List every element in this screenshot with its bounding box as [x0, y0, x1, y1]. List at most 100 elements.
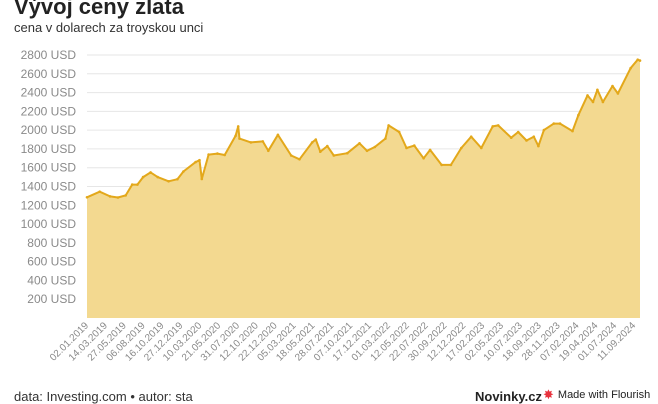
data-point: [596, 88, 599, 92]
data-point: [326, 144, 329, 148]
area-layer: [85, 58, 642, 318]
data-point: [449, 163, 453, 167]
page-title: Vývoj ceny zlata: [14, 0, 184, 19]
data-point: [141, 175, 145, 179]
source-label: data: Investing.com: [14, 389, 127, 404]
data-point: [198, 158, 201, 162]
data-point: [194, 160, 197, 164]
data-point: [571, 129, 574, 133]
y-tick-label: 2800 USD: [21, 48, 77, 62]
data-point: [516, 130, 520, 134]
data-point: [182, 170, 185, 173]
data-point: [276, 133, 280, 137]
data-point: [525, 139, 528, 142]
data-point: [591, 100, 595, 104]
data-point: [167, 180, 170, 183]
data-point: [405, 146, 408, 150]
data-point: [577, 113, 580, 117]
data-point: [440, 163, 443, 167]
data-point: [542, 128, 546, 132]
data-point: [365, 149, 369, 153]
data-point: [509, 136, 513, 139]
data-point: [108, 195, 112, 198]
data-point: [85, 196, 89, 199]
series-area: [87, 59, 640, 318]
data-point: [98, 190, 101, 193]
data-point: [480, 146, 483, 150]
data-point: [636, 58, 639, 61]
y-tick-label: 600 USD: [27, 255, 76, 269]
y-tick-label: 2000 USD: [21, 123, 77, 137]
data-point: [601, 100, 605, 104]
data-point: [156, 175, 159, 179]
series-line: [86, 58, 641, 199]
page-subtitle: cena v dolarech za troyskou unci: [14, 20, 204, 35]
data-point: [130, 183, 134, 186]
data-point: [314, 138, 318, 141]
y-tick-label: 2600 USD: [21, 67, 77, 81]
footer-credits: data: Investing.com • autor: sta: [14, 389, 193, 404]
data-point: [149, 171, 152, 174]
y-tick-labels: 200 USD 400 USD 600 USD 800 USD 1000 USD 1200…: [21, 48, 77, 306]
data-point: [200, 177, 204, 181]
data-point: [373, 145, 377, 149]
data-point: [238, 137, 241, 140]
y-tick-label: 1000 USD: [21, 217, 77, 231]
data-point: [358, 142, 361, 145]
data-point: [234, 134, 237, 138]
data-point: [413, 144, 416, 147]
data-point: [236, 125, 240, 128]
data-point: [136, 183, 139, 186]
data-point: [586, 94, 589, 97]
data-point: [176, 177, 179, 181]
y-tick-label: 2400 USD: [21, 86, 77, 100]
data-point: [460, 146, 463, 150]
y-tick-label: 400 USD: [27, 273, 76, 287]
data-point: [387, 124, 390, 127]
data-point: [223, 153, 226, 157]
y-tick-label: 1400 USD: [21, 180, 77, 194]
data-point: [267, 149, 270, 153]
data-point: [346, 151, 349, 155]
y-tick-label: 1800 USD: [21, 142, 77, 156]
data-point: [496, 124, 500, 127]
data-point: [537, 144, 540, 148]
data-point: [422, 157, 425, 160]
author-label: autor: sta: [138, 389, 193, 404]
data-point: [491, 125, 495, 128]
flourish-credit[interactable]: ✸ Made with Flourish: [543, 388, 650, 401]
data-point: [289, 154, 293, 157]
y-tick-label: 800 USD: [27, 236, 76, 250]
data-point: [332, 154, 336, 157]
data-point: [116, 196, 120, 199]
x-tick-labels: 02.01.201914.03.201927.05.201906.08.2019…: [48, 320, 638, 363]
data-point: [124, 194, 127, 197]
flourish-label: Made with Flourish: [557, 388, 651, 401]
data-point: [261, 140, 265, 143]
data-point: [319, 150, 322, 153]
data-point: [469, 135, 473, 138]
data-point: [532, 135, 536, 138]
data-point: [384, 137, 387, 140]
data-point: [552, 122, 556, 125]
data-point: [428, 148, 432, 152]
y-tick-label: 1200 USD: [21, 198, 77, 212]
y-tick-label: 200 USD: [27, 292, 76, 306]
data-point: [558, 122, 562, 125]
data-point: [310, 141, 314, 144]
data-point: [638, 59, 642, 62]
data-point: [611, 84, 614, 88]
data-point: [216, 152, 219, 155]
data-point: [298, 158, 301, 161]
data-point: [616, 92, 620, 95]
data-point: [249, 141, 253, 144]
y-tick-label: 1600 USD: [21, 161, 77, 175]
footer-separator: •: [130, 389, 135, 404]
flourish-star-icon: ✸: [543, 387, 554, 402]
data-point: [397, 130, 401, 134]
brand-logo[interactable]: Novinky.cz: [475, 389, 542, 404]
data-point: [629, 66, 632, 70]
data-point: [207, 153, 210, 156]
y-tick-label: 2200 USD: [21, 104, 77, 118]
